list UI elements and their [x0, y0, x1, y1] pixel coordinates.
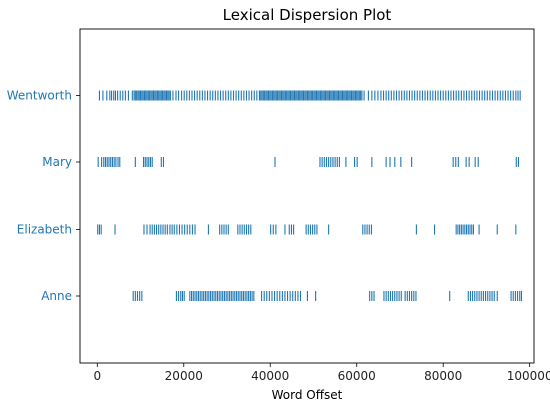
- x-tick-label: 60000: [338, 369, 376, 383]
- plot-area: [79, 28, 535, 364]
- y-label-elizabeth: Elizabeth: [17, 223, 72, 237]
- x-tick-label: 20000: [165, 369, 203, 383]
- x-axis: 0 20000 40000 60000 80000 100000: [93, 363, 550, 383]
- x-tick-label: 80000: [424, 369, 462, 383]
- series-elizabeth: [97, 224, 517, 235]
- series-anne: [132, 291, 523, 301]
- chart-title: Lexical Dispersion Plot: [223, 6, 392, 24]
- series-mary: [97, 157, 519, 167]
- x-axis-label: Word Offset: [272, 388, 343, 402]
- dispersion-marks: [97, 90, 523, 301]
- y-label-mary: Mary: [42, 155, 72, 169]
- x-tick-label: 0: [93, 369, 101, 383]
- series-wentworth: [98, 90, 521, 101]
- y-axis: Wentworth Mary Elizabeth Anne: [7, 89, 80, 303]
- y-label-wentworth: Wentworth: [7, 89, 72, 103]
- x-tick-label: 40000: [251, 369, 289, 383]
- x-tick-label: 100000: [507, 369, 550, 383]
- y-label-anne: Anne: [41, 289, 72, 303]
